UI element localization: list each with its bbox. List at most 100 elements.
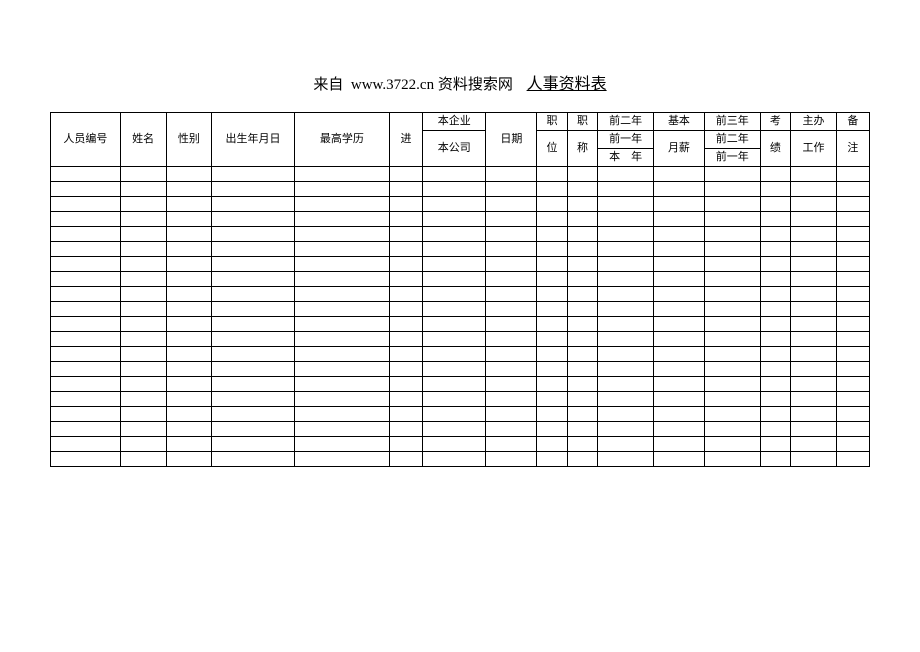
table-row [51, 437, 870, 452]
table-cell [212, 167, 295, 182]
col-jobtitle-bot: 称 [567, 131, 597, 167]
table-cell [836, 167, 869, 182]
table-cell [389, 257, 422, 272]
col-position-bot: 位 [537, 131, 567, 167]
col-employee-id: 人员编号 [51, 113, 121, 167]
table-cell [567, 392, 597, 407]
table-cell [704, 437, 760, 452]
table-cell [760, 272, 790, 287]
table-cell [294, 167, 389, 182]
table-cell [654, 362, 705, 377]
table-cell [422, 332, 485, 347]
table-row [51, 197, 870, 212]
table-cell [120, 317, 166, 332]
table-cell [51, 347, 121, 362]
table-cell [791, 392, 837, 407]
table-cell [704, 347, 760, 362]
table-cell [537, 332, 567, 347]
table-cell [537, 317, 567, 332]
table-cell [760, 452, 790, 467]
table-cell [791, 197, 837, 212]
table-cell [212, 257, 295, 272]
table-cell [791, 347, 837, 362]
table-cell [166, 302, 212, 317]
table-row [51, 317, 870, 332]
table-cell [791, 302, 837, 317]
table-cell [486, 182, 537, 197]
table-cell [486, 332, 537, 347]
table-cell [704, 452, 760, 467]
table-cell [791, 242, 837, 257]
table-cell [166, 272, 212, 287]
col-enter-sub1: 本企业 [422, 113, 485, 131]
table-cell [760, 212, 790, 227]
table-cell [294, 227, 389, 242]
table-cell [537, 257, 567, 272]
table-cell [422, 167, 485, 182]
col-enter-sub2: 本公司 [422, 131, 485, 167]
table-cell [389, 422, 422, 437]
table-cell [294, 317, 389, 332]
table-cell [120, 422, 166, 437]
col-eval-y2: 前二年 [704, 131, 760, 149]
table-cell [598, 332, 654, 347]
table-cell [654, 452, 705, 467]
table-cell [654, 422, 705, 437]
table-cell [166, 242, 212, 257]
table-cell [294, 302, 389, 317]
table-cell [836, 332, 869, 347]
table-cell [389, 227, 422, 242]
table-cell [760, 167, 790, 182]
table-cell [836, 407, 869, 422]
col-birthdate: 出生年月日 [212, 113, 295, 167]
table-cell [51, 167, 121, 182]
table-cell [836, 452, 869, 467]
table-cell [212, 407, 295, 422]
table-cell [791, 362, 837, 377]
table-cell [760, 332, 790, 347]
table-cell [212, 302, 295, 317]
table-row [51, 362, 870, 377]
table-cell [486, 392, 537, 407]
table-cell [567, 227, 597, 242]
table-cell [760, 407, 790, 422]
table-row [51, 272, 870, 287]
table-row [51, 377, 870, 392]
table-cell [654, 167, 705, 182]
table-cell [598, 212, 654, 227]
table-cell [704, 182, 760, 197]
table-cell [791, 452, 837, 467]
table-cell [537, 452, 567, 467]
col-grade-bot: 绩 [760, 131, 790, 167]
col-grade-top: 考 [760, 113, 790, 131]
table-cell [760, 287, 790, 302]
source-line: 来自 www.3722.cn 资料搜索网 [313, 73, 512, 94]
table-cell [166, 212, 212, 227]
table-cell [567, 452, 597, 467]
table-cell [294, 197, 389, 212]
table-cell [294, 272, 389, 287]
table-row [51, 422, 870, 437]
table-cell [567, 422, 597, 437]
table-cell [120, 347, 166, 362]
table-cell [760, 422, 790, 437]
table-cell [760, 377, 790, 392]
table-cell [654, 212, 705, 227]
table-cell [486, 437, 537, 452]
col-eval-y3: 前一年 [704, 149, 760, 167]
table-cell [166, 422, 212, 437]
table-cell [654, 347, 705, 362]
table-cell [212, 377, 295, 392]
table-cell [51, 182, 121, 197]
table-cell [486, 452, 537, 467]
table-cell [760, 317, 790, 332]
table-cell [212, 212, 295, 227]
source-prefix: 来自 [313, 77, 343, 93]
table-cell [486, 242, 537, 257]
table-cell [704, 302, 760, 317]
table-cell [760, 437, 790, 452]
table-cell [294, 257, 389, 272]
table-row [51, 452, 870, 467]
table-cell [422, 437, 485, 452]
table-cell [791, 227, 837, 242]
